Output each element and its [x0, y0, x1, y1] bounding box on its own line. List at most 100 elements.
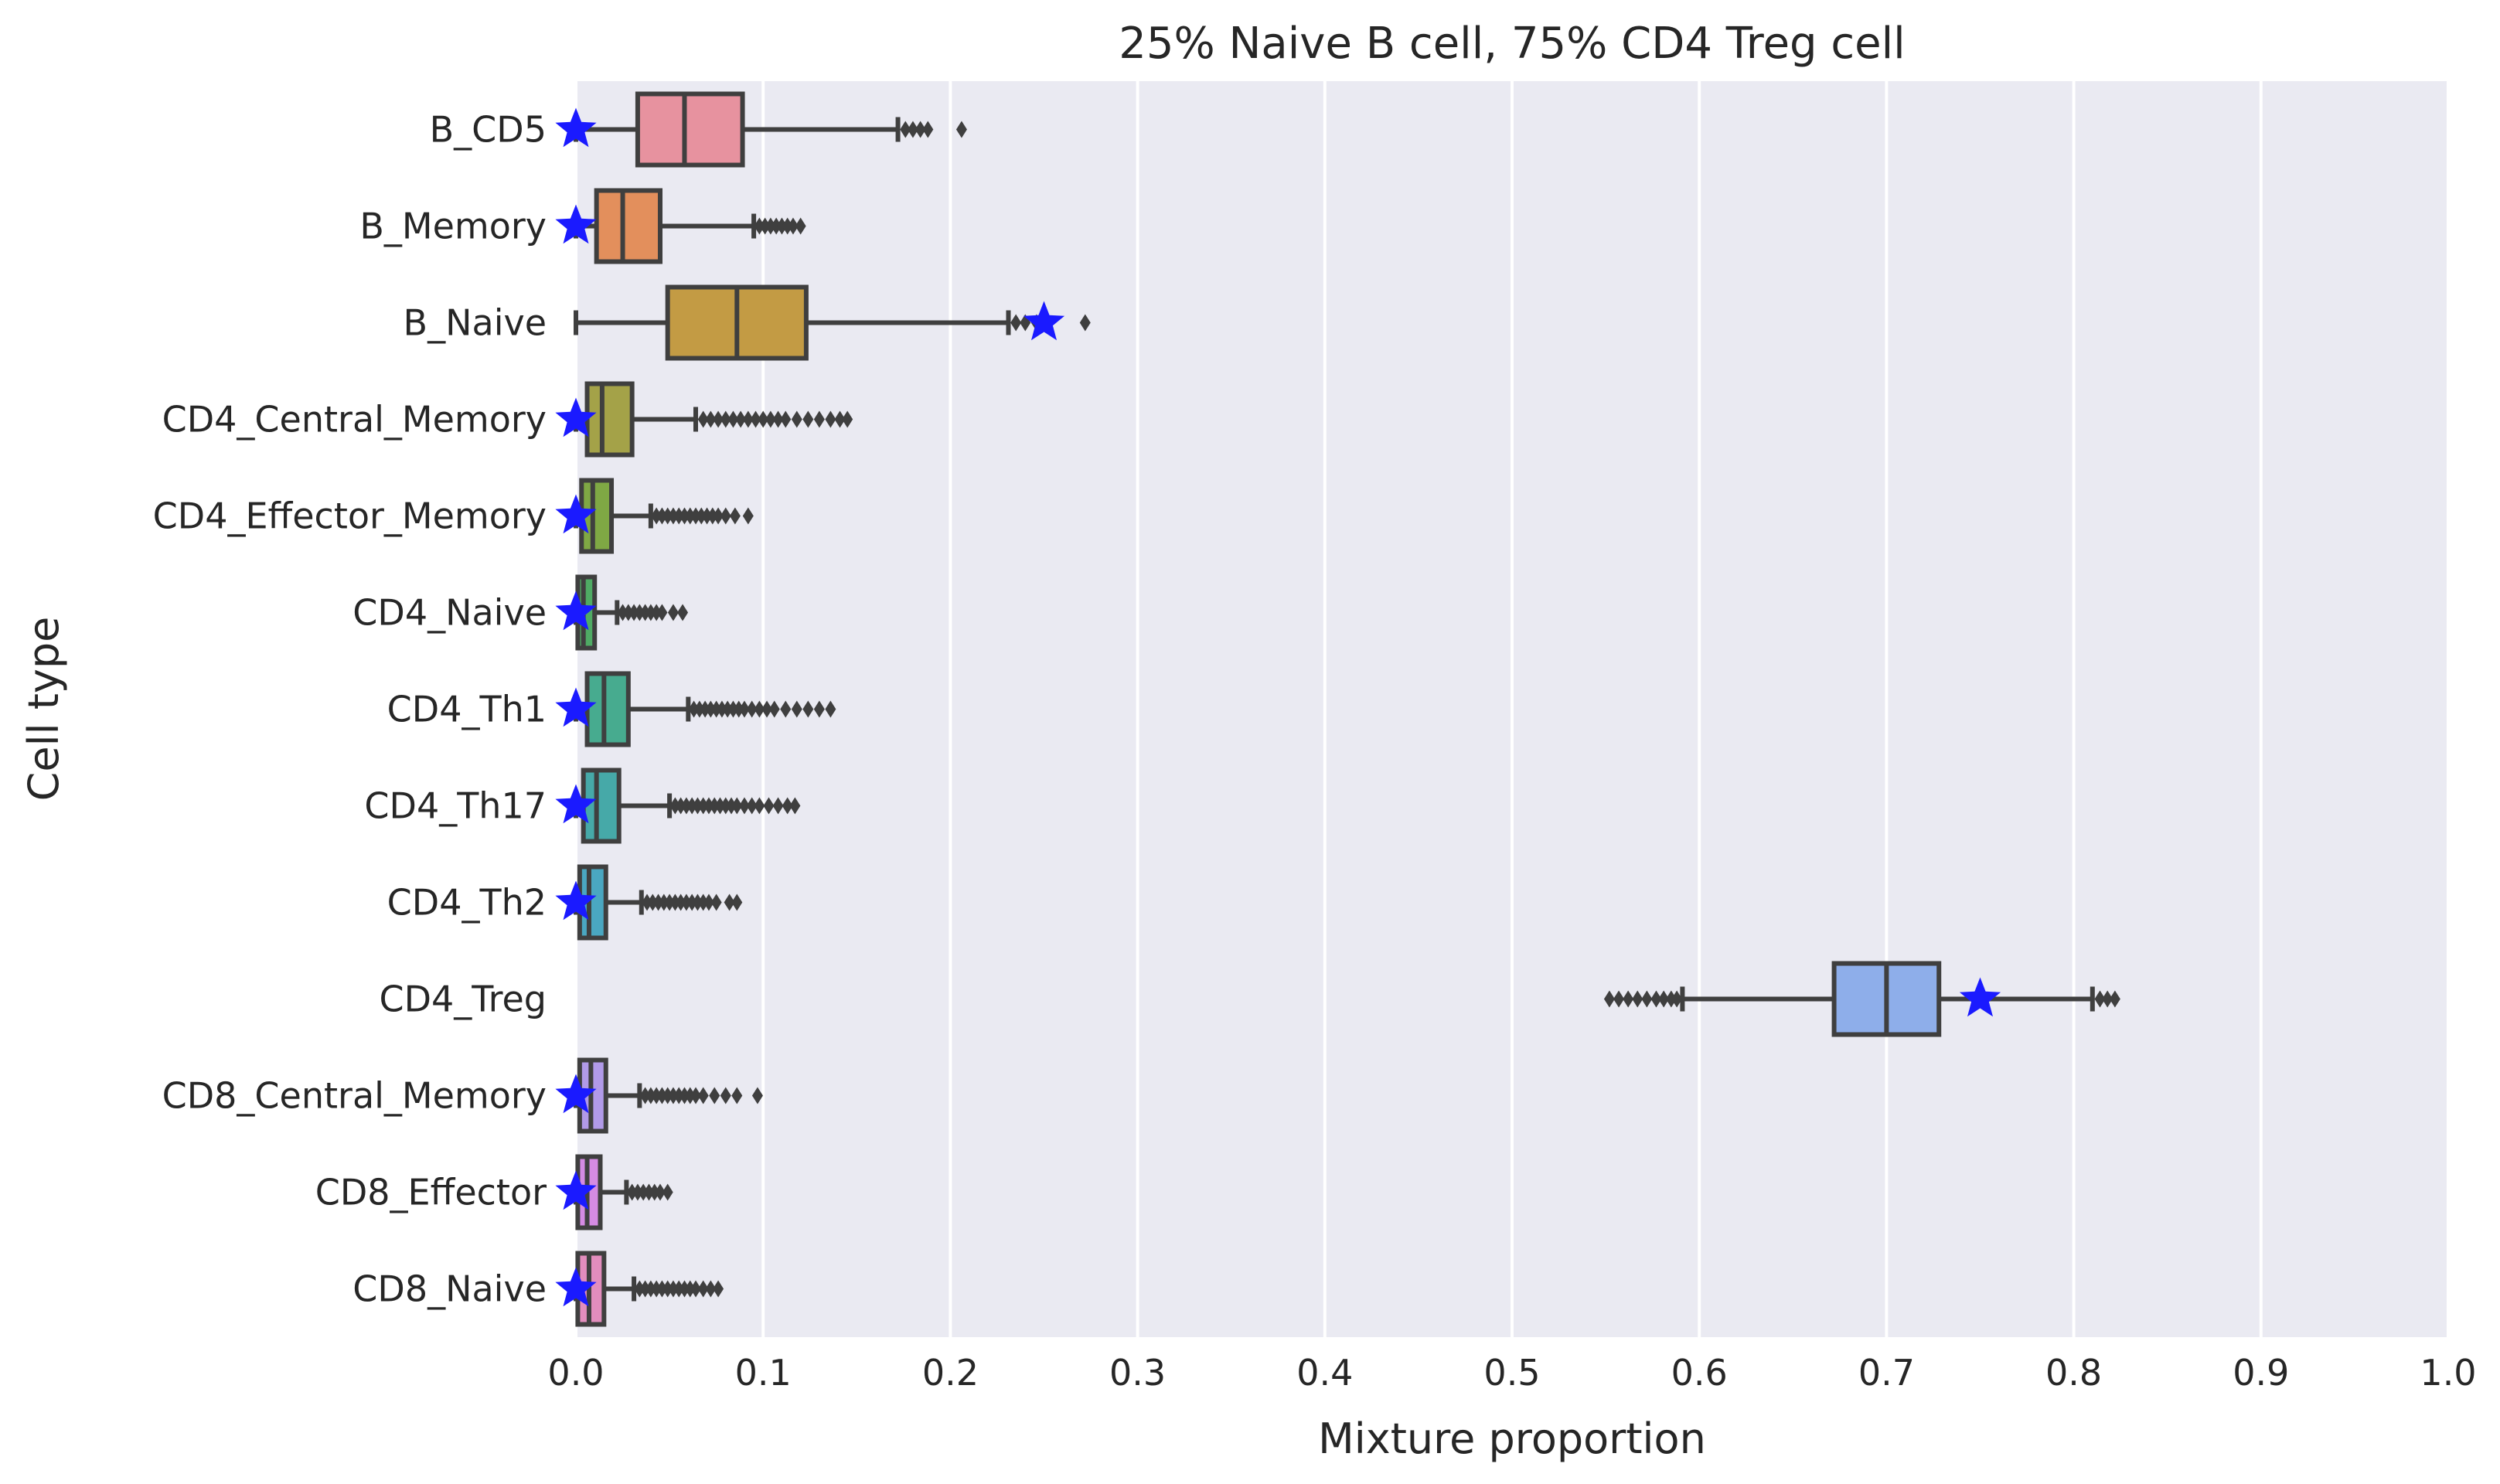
outlier-point	[645, 1280, 656, 1298]
x-tick-label: 0.4	[1296, 1352, 1353, 1394]
outlier-point	[651, 1087, 662, 1104]
outlier-point	[763, 797, 775, 815]
outlier-point	[703, 893, 714, 911]
box-CD4_Th1	[555, 671, 836, 747]
outlier-point	[1658, 990, 1670, 1008]
y-tick-label: CD4_Effector_Memory	[153, 495, 547, 537]
outlier-point	[782, 217, 793, 235]
outlier-point	[693, 700, 705, 718]
outlier-point	[791, 700, 802, 718]
x-tick-label: 1.0	[2420, 1352, 2476, 1394]
outlier-point	[705, 410, 717, 428]
box-CD4_Effector_Memory	[555, 478, 754, 554]
outlier-point	[727, 700, 739, 718]
outlier-point	[679, 1087, 690, 1104]
outlier-point	[658, 893, 669, 911]
y-tick-label: CD4_Th2	[387, 882, 547, 924]
outlier-point	[667, 1280, 679, 1298]
outlier-point	[697, 893, 709, 911]
outlier-point	[701, 507, 713, 525]
box-iqr	[584, 671, 631, 747]
outlier-point	[768, 700, 780, 718]
outlier-point	[733, 700, 744, 718]
outlier-point	[1650, 990, 1662, 1008]
outlier-point	[787, 217, 799, 235]
outlier-point	[724, 893, 735, 911]
outlier-point	[645, 604, 656, 621]
outlier-point	[662, 1183, 673, 1201]
outlier-point	[738, 797, 750, 815]
x-tick-label: 0.8	[2045, 1352, 2102, 1394]
outlier-point	[656, 1087, 668, 1104]
true-proportion-star	[555, 1074, 597, 1114]
outlier-point	[673, 507, 685, 525]
outlier-point	[697, 410, 709, 428]
outlier-point	[907, 121, 918, 138]
outlier-point	[742, 507, 754, 525]
outlier-point	[2094, 990, 2106, 1008]
outlier-point	[697, 797, 709, 815]
outlier-point	[729, 507, 741, 525]
box-CD4_Treg	[1603, 961, 2120, 1037]
outlier-point	[634, 604, 645, 621]
outlier-point	[738, 700, 750, 718]
outlier-point	[1632, 990, 1643, 1008]
outlier-point	[772, 410, 784, 428]
true-proportion-star	[555, 1267, 597, 1307]
outlier-point	[639, 1087, 651, 1104]
outlier-point	[1623, 990, 1634, 1008]
outlier-point	[709, 1087, 720, 1104]
x-tick-label: 0.0	[547, 1352, 604, 1394]
outlier-point	[664, 893, 676, 911]
y-tick-label: CD8_Central_Memory	[162, 1075, 547, 1117]
outlier-point	[662, 1087, 673, 1104]
outlier-point	[686, 893, 698, 911]
box-iqr	[579, 478, 615, 554]
outlier-point	[754, 217, 765, 235]
true-proportion-star	[555, 397, 597, 437]
outlier-point	[754, 700, 765, 718]
x-tick-label: 0.2	[922, 1352, 979, 1394]
x-axis-ticks: 0.0 0.1 0.2 0.3 0.4 0.5 0.6 0.7 0.8 0.9 1.0	[547, 1352, 2476, 1394]
outlier-point	[707, 507, 718, 525]
outlier-point	[622, 604, 634, 621]
outlier-point	[680, 893, 692, 911]
outlier-point	[679, 507, 690, 525]
outlier-point	[645, 1087, 656, 1104]
outlier-point	[780, 410, 792, 428]
x-tick-label: 0.7	[1858, 1352, 1915, 1394]
outlier-point	[628, 604, 640, 621]
outlier-point	[656, 604, 668, 621]
outlier-point	[713, 1280, 724, 1298]
outlier-point	[720, 1087, 731, 1104]
outlier-point	[705, 700, 717, 718]
outlier-point	[716, 700, 727, 718]
y-tick-label: CD4_Central_Memory	[162, 399, 547, 441]
outlier-point	[700, 700, 711, 718]
outlier-point	[669, 797, 681, 815]
chart-title: 25% Naive B cell, 75% CD4 Treg cell	[1119, 19, 1905, 69]
outlier-point	[731, 797, 743, 815]
y-tick-label: CD4_Th1	[387, 689, 547, 730]
outlier-point	[713, 410, 724, 428]
outlier-point	[675, 893, 686, 911]
box-iqr	[594, 188, 662, 264]
outlier-point	[703, 797, 714, 815]
outlier-point	[662, 507, 673, 525]
box-iqr	[581, 768, 622, 844]
outlier-point	[782, 797, 793, 815]
outlier-point	[761, 700, 773, 718]
outlier-point	[915, 121, 926, 138]
outlier-point	[617, 604, 628, 621]
outlier-point	[735, 410, 747, 428]
y-tick-label: CD8_Naive	[353, 1268, 547, 1310]
outlier-point	[705, 1280, 717, 1298]
outlier-point	[726, 797, 737, 815]
outlier-point	[679, 1280, 690, 1298]
box-iqr	[635, 91, 745, 168]
x-tick-label: 0.3	[1109, 1352, 1166, 1394]
outlier-point	[656, 507, 668, 525]
y-tick-label: B_Naive	[404, 302, 547, 344]
box-series	[555, 91, 2120, 1327]
outlier-point	[667, 507, 679, 525]
